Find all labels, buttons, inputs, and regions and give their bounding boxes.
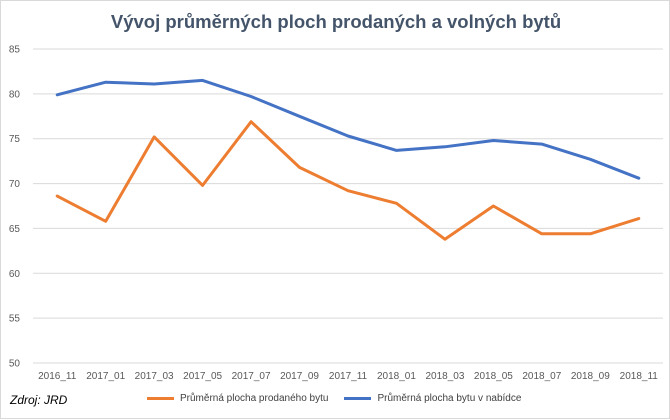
series-line-offered xyxy=(55,78,641,180)
legend-item-sold: Průměrná plocha prodaného bytu xyxy=(147,393,328,404)
y-tick-label: 80 xyxy=(9,89,21,100)
y-tick-label: 85 xyxy=(9,45,21,56)
y-tick-label: 50 xyxy=(9,359,21,370)
x-tick-label: 2018_03 xyxy=(425,371,464,382)
series-line-sold xyxy=(55,120,641,241)
x-tick-label: 2017_05 xyxy=(183,371,222,382)
legend-label-offered: Průměrná plocha bytu v nabídce xyxy=(377,393,522,404)
x-tick-label: 2017_07 xyxy=(232,371,271,382)
y-tick-label: 55 xyxy=(9,314,21,325)
x-tick-label: 2017_03 xyxy=(135,371,174,382)
y-tick-label: 70 xyxy=(9,179,21,190)
x-tick-label: 2018_05 xyxy=(474,371,513,382)
y-tick-label: 60 xyxy=(9,269,21,280)
x-tick-label: 2018_09 xyxy=(571,371,610,382)
legend-swatch-offered xyxy=(344,397,372,400)
x-tick-label: 2017_01 xyxy=(86,371,125,382)
legend-swatch-sold xyxy=(147,397,174,400)
x-tick-label: 2018_01 xyxy=(377,371,416,382)
x-tick-label: 2018_11 xyxy=(620,371,659,382)
chart-legend: Průměrná plocha prodaného bytu Průměrná … xyxy=(147,393,521,404)
legend-item-offered: Průměrná plocha bytu v nabídce xyxy=(344,393,521,404)
x-tick-label: 2017_11 xyxy=(329,371,368,382)
y-tick-label: 65 xyxy=(9,224,21,235)
legend-label-sold: Průměrná plocha prodaného bytu xyxy=(180,393,329,404)
y-tick-label: 75 xyxy=(9,134,21,145)
x-tick-label: 2018_07 xyxy=(522,371,561,382)
chart-title: Vývoj průměrných ploch prodaných a volný… xyxy=(110,11,562,32)
x-tick-label: 2016_11 xyxy=(38,371,77,382)
x-tick-label: 2017_09 xyxy=(280,371,319,382)
source-note: Zdroj: JRD xyxy=(10,393,68,407)
